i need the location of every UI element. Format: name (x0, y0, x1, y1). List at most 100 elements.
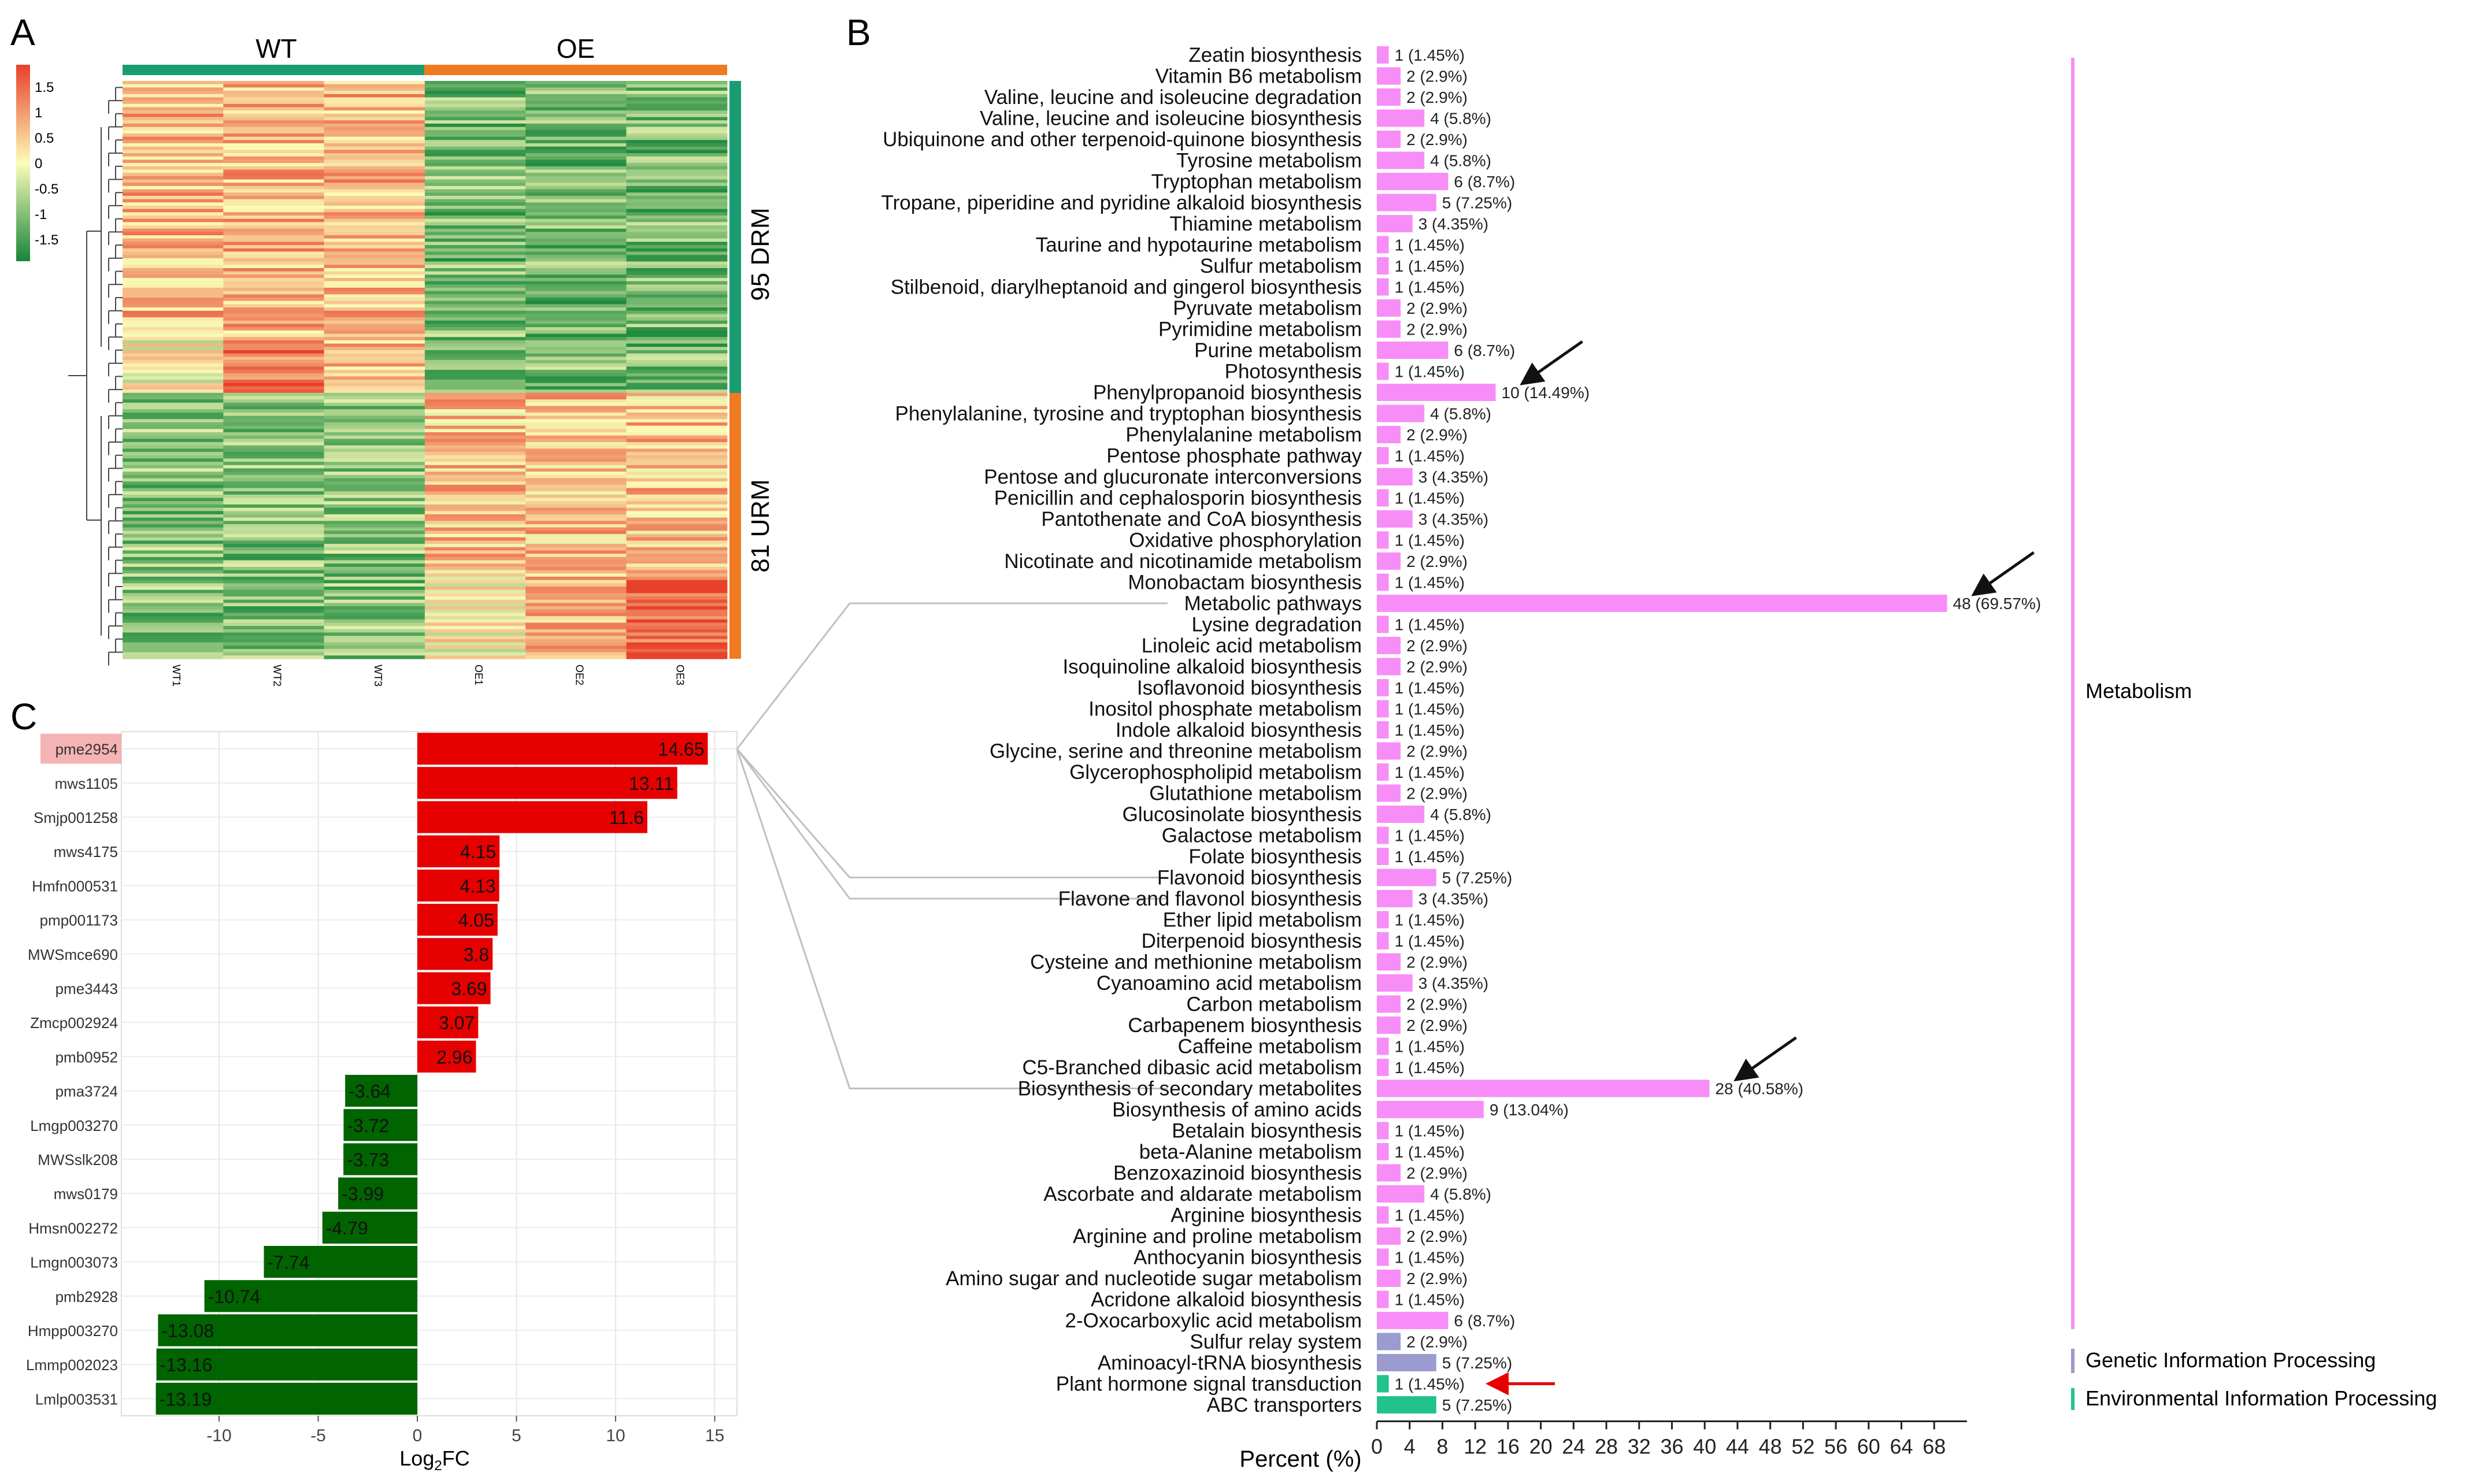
percent-tick-label: 68 (1923, 1435, 1946, 1459)
heatmap-cell (324, 521, 425, 525)
heatmap-cell (324, 442, 425, 446)
heatmap-cell (123, 606, 224, 610)
kegg-category-label: Isoquinoline alkaloid biosynthesis (1062, 656, 1362, 678)
heatmap-cell (525, 166, 627, 170)
heatmap-cell (424, 291, 526, 295)
heatmap-cell (223, 606, 325, 610)
heatmap-cell (424, 507, 526, 511)
fc-bar (204, 1280, 417, 1312)
fc-value-label: 11.6 (609, 807, 644, 828)
heatmap-cell (424, 396, 526, 400)
fc-value-label: -3.72 (347, 1115, 389, 1136)
heatmap-cell (324, 110, 425, 114)
kegg-bar (1377, 848, 1389, 865)
heatmap-cell (123, 146, 224, 150)
heatmap-cell (324, 448, 425, 452)
heatmap-cell (324, 380, 425, 384)
heatmap-cell (123, 101, 224, 105)
heatmap-cell (626, 117, 728, 121)
kegg-value-label: 1 (1.45%) (1395, 679, 1465, 697)
kegg-bar (1377, 826, 1389, 844)
heatmap-cell (223, 530, 325, 535)
kegg-category-label: Diterpenoid biosynthesis (1142, 930, 1362, 952)
heatmap-cell (223, 186, 325, 190)
heatmap-cell (324, 606, 425, 610)
heatmap-cell (324, 97, 425, 101)
heatmap-cell (123, 412, 224, 417)
heatmap-cell (324, 636, 425, 640)
heatmap-cell (324, 258, 425, 262)
heatmap-cell (324, 648, 425, 653)
heatmap-cell (324, 218, 425, 222)
fc-category-label: pma3724 (55, 1083, 118, 1100)
heatmap-cell (626, 287, 728, 292)
heatmap-cell (223, 563, 325, 567)
heatmap-cell (626, 435, 728, 439)
heatmap-cell (123, 179, 224, 183)
heatmap-cell (123, 143, 224, 147)
heatmap-cell (324, 317, 425, 321)
kegg-category-label: Tryptophan metabolism (1151, 170, 1362, 193)
heatmap-cell (223, 593, 325, 597)
heatmap-cell (223, 359, 325, 364)
kegg-category-label: 2-Oxocarboxylic acid metabolism (1065, 1309, 1362, 1332)
heatmap-cell (525, 265, 627, 269)
heatmap-cell (123, 366, 224, 370)
heatmap-cell (424, 652, 526, 656)
kegg-value-label: 2 (2.9%) (1406, 743, 1468, 760)
fc-category-label: pme3443 (55, 980, 118, 997)
kegg-value-label: 4 (5.8%) (1430, 405, 1491, 423)
heatmap-cell (223, 350, 325, 354)
heatmap-cell (324, 324, 425, 328)
heatmap-cell (525, 534, 627, 538)
heatmap-cell (525, 189, 627, 193)
heatmap-cell (123, 465, 224, 469)
kegg-bar (1377, 1248, 1389, 1266)
kegg-bar (1377, 67, 1401, 85)
fc-value-label: -3.73 (347, 1149, 389, 1170)
heatmap-cell (626, 258, 728, 262)
heatmap-cell (424, 593, 526, 597)
heatmap-cell (626, 626, 728, 630)
heatmap-cell (223, 91, 325, 95)
heatmap-cell (123, 130, 224, 134)
fc-bar (338, 1177, 417, 1210)
heatmap-cell (123, 189, 224, 193)
heatmap-cell (626, 298, 728, 302)
heatmap-cell (424, 613, 526, 617)
heatmap-cell (123, 517, 224, 521)
kegg-category-label: Amino sugar and nucleotide sugar metabol… (946, 1267, 1362, 1290)
heatmap-cell (324, 488, 425, 492)
heatmap-cell (123, 225, 224, 229)
heatmap-cell (424, 370, 526, 374)
heatmap-cell (324, 359, 425, 364)
heatmap-cell (626, 478, 728, 482)
heatmap-cell (626, 484, 728, 489)
fc-category-label: Lmlp003531 (35, 1390, 118, 1408)
heatmap-cell (424, 298, 526, 302)
heatmap-cell (324, 314, 425, 318)
kegg-category-label: Flavonoid biosynthesis (1157, 867, 1362, 889)
heatmap-cell (525, 123, 627, 128)
heatmap-cell (525, 465, 627, 469)
kegg-category-label: Tyrosine metabolism (1176, 150, 1362, 172)
heatmap-cell (525, 225, 627, 229)
heatmap-cell (223, 173, 325, 177)
heatmap-cell (525, 504, 627, 509)
heatmap-cell (525, 383, 627, 387)
heatmap-cell (123, 127, 224, 131)
heatmap-cell (223, 517, 325, 521)
heatmap-cell (223, 589, 325, 593)
heatmap-cell (525, 357, 627, 361)
fc-bar (343, 1109, 417, 1141)
heatmap-cell (525, 632, 627, 636)
heatmap-cell (525, 97, 627, 101)
heatmap-cell (324, 373, 425, 377)
heatmap-cell (525, 537, 627, 541)
kegg-value-label: 2 (2.9%) (1406, 1164, 1468, 1182)
heatmap-cell (324, 593, 425, 597)
heatmap-cell (324, 563, 425, 567)
heatmap-cell (324, 120, 425, 124)
heatmap-cell (223, 159, 325, 164)
heatmap-cell (223, 645, 325, 650)
